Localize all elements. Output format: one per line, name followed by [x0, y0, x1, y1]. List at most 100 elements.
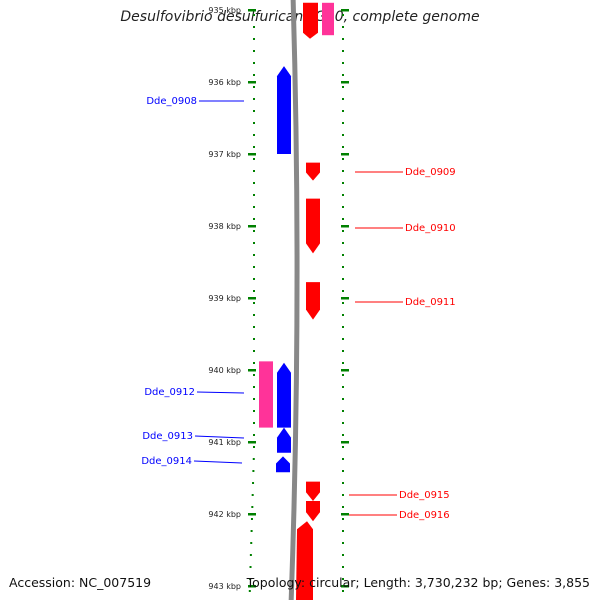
guide-dot-left — [253, 146, 255, 148]
kbp-tick-right — [341, 153, 349, 156]
guide-dot-right — [342, 98, 344, 100]
kbp-tick — [248, 9, 256, 12]
kbp-tick — [248, 369, 256, 372]
guide-dot-right — [342, 434, 344, 436]
gene-label-leader — [196, 391, 245, 394]
guide-dot-right — [342, 170, 344, 172]
guide-dot-left — [253, 62, 255, 64]
kbp-tick — [248, 585, 256, 588]
guide-dot-left — [253, 74, 255, 76]
gene-label-leader — [193, 460, 243, 464]
guide-dot-right — [342, 554, 344, 556]
guide-dot-right — [342, 254, 344, 256]
guide-dot-right — [342, 182, 344, 184]
kbp-tick-right — [341, 297, 349, 300]
guide-dot-left — [253, 182, 255, 184]
guide-dot-right — [342, 542, 344, 544]
guide-dot-left — [251, 494, 254, 496]
guide-dot-right — [342, 530, 344, 532]
kbp-tick — [248, 153, 256, 156]
guide-dot-left — [253, 206, 255, 208]
gene-label-leader — [194, 435, 245, 439]
guide-dot-right — [342, 350, 344, 352]
accession-text: Accession: NC_007519 — [9, 575, 152, 590]
gene-arrow-reverse — [277, 427, 291, 453]
guide-dot-right — [342, 206, 344, 208]
gene-label: Dde_0910 — [405, 223, 456, 234]
guide-dot-left — [252, 470, 255, 472]
guide-dot-right — [342, 242, 344, 244]
guide-dot-left — [253, 350, 255, 352]
guide-dot-right — [342, 26, 344, 28]
guide-dot-right — [342, 578, 344, 580]
gene-arrow-reverse — [276, 456, 290, 473]
guide-dot-left — [253, 194, 255, 196]
guide-dot-left — [253, 38, 255, 40]
guide-dot-left — [253, 218, 255, 220]
guide-dot-right — [342, 362, 344, 364]
guide-dot-left — [253, 98, 255, 100]
map-title: Desulfovibrio desulfuricans G20, complet… — [120, 9, 480, 25]
guide-dot-right — [342, 50, 344, 52]
dotted-guides — [248, 14, 344, 592]
guide-dot-right — [342, 158, 344, 160]
gene-arrow-reverse — [277, 66, 291, 154]
kbp-tick — [248, 297, 256, 300]
kbp-tick-right — [341, 225, 349, 228]
guide-dot-right — [342, 410, 344, 412]
guide-dot-right — [342, 314, 344, 316]
kbp-tick-right — [341, 81, 349, 84]
gene-arrow-reverse — [277, 362, 291, 428]
guide-dot-left — [253, 254, 255, 256]
gene-arrow-forward — [306, 198, 320, 254]
rna-feature — [322, 2, 334, 36]
kbp-tick-label: 939 kbp — [208, 294, 241, 303]
guide-dot-left — [253, 386, 255, 388]
guide-dot-right — [342, 446, 344, 448]
guide-dot-right — [342, 194, 344, 196]
guide-dot-left — [253, 314, 255, 316]
guide-dot-left — [253, 110, 255, 112]
guide-dot-left — [253, 158, 255, 160]
guide-dot-right — [342, 86, 344, 88]
guide-dot-left — [252, 458, 255, 460]
gene-arrow-forward — [306, 501, 320, 522]
guide-dot-left — [248, 590, 251, 592]
gene-arrow-forward — [306, 282, 320, 320]
guide-dot-right — [342, 302, 344, 304]
guide-dot-left — [253, 338, 255, 340]
guide-dot-right — [342, 386, 344, 388]
gene-label: Dde_0912 — [144, 387, 195, 398]
guide-dot-left — [253, 398, 255, 400]
guide-dot-right — [342, 74, 344, 76]
gene-arrow-forward — [306, 481, 320, 502]
guide-dot-left — [253, 374, 255, 376]
guide-dot-left — [253, 290, 255, 292]
guide-dot-right — [342, 62, 344, 64]
guide-dot-left — [253, 170, 255, 172]
kbp-tick — [248, 513, 256, 516]
gene-label: Dde_0913 — [142, 431, 193, 442]
guide-dot-right — [342, 134, 344, 136]
guide-dot-right — [342, 14, 344, 16]
guide-dot-left — [253, 446, 255, 448]
kbp-tick-label: 936 kbp — [208, 78, 241, 87]
guide-dot-right — [342, 38, 344, 40]
guide-dot-right — [342, 326, 344, 328]
guide-dot-right — [342, 470, 344, 472]
guide-dot-left — [253, 122, 255, 124]
gene-label: Dde_0916 — [399, 510, 450, 521]
guide-dot-right — [342, 494, 344, 496]
guide-dot-left — [253, 134, 255, 136]
gene-label: Dde_0911 — [405, 297, 456, 308]
gene-label: Dde_0909 — [405, 167, 456, 178]
topology-text: Topology: circular; Length: 3,730,232 bp… — [246, 575, 590, 590]
guide-dot-right — [342, 146, 344, 148]
guide-dot-right — [342, 218, 344, 220]
guide-dot-right — [342, 290, 344, 292]
guide-dot-left — [251, 506, 254, 508]
guide-dot-right — [342, 110, 344, 112]
guide-dot-right — [342, 278, 344, 280]
gene-label: Dde_0908 — [146, 96, 197, 107]
